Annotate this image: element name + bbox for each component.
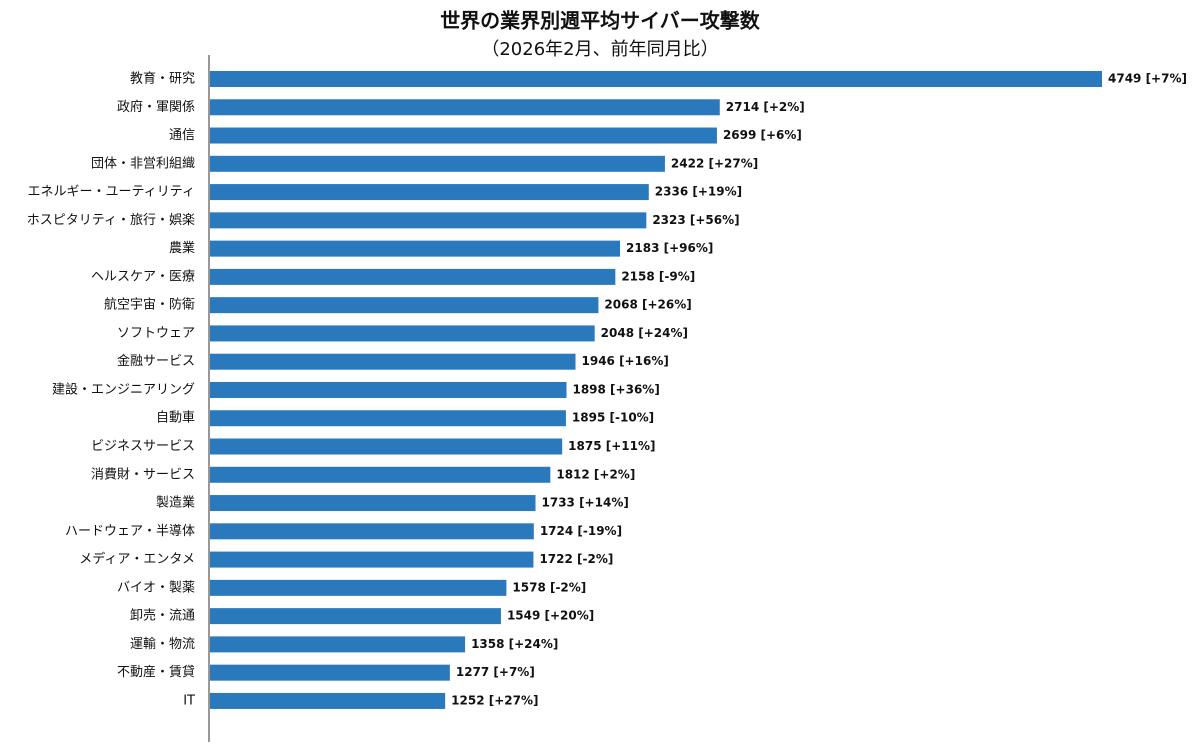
bar — [210, 297, 599, 314]
y-tick-label: 自動車 — [156, 411, 195, 426]
y-tick-label: ビジネスサービス — [91, 439, 195, 454]
value-label: 2336 [+19%] — [655, 185, 742, 199]
bar — [210, 240, 621, 257]
y-tick-label: ハードウェア・半導体 — [65, 524, 195, 539]
y-tick-label: 金融サービス — [117, 353, 195, 369]
value-label: 1252 [+27%] — [451, 693, 538, 707]
bar — [210, 184, 649, 201]
value-label: 2323 [+56%] — [652, 213, 739, 227]
y-tick-label: 航空宇宙・防衛 — [104, 297, 195, 313]
y-tick-label: 消費財・サービス — [91, 467, 195, 482]
value-label: 1895 [-10%] — [572, 411, 654, 425]
value-label: 1946 [+16%] — [582, 354, 669, 368]
y-tick-label: 建設・エンジニアリング — [52, 381, 195, 397]
value-label: 2048 [+24%] — [601, 326, 688, 340]
value-label: 2068 [+26%] — [604, 298, 691, 312]
y-tick-label: バイオ・製薬 — [117, 580, 195, 595]
bar — [210, 410, 566, 427]
bar — [210, 636, 466, 653]
bar — [210, 127, 717, 144]
value-label: 1733 [+14%] — [542, 496, 629, 510]
value-label: 2183 [+96%] — [626, 241, 713, 255]
bar — [210, 268, 616, 285]
value-label: 1722 [-2%] — [539, 552, 613, 566]
chart-subtitle: （2026年2月、前年同月比） — [481, 39, 718, 60]
y-tick-label: 農業 — [169, 240, 195, 256]
value-label: 1875 [+11%] — [568, 439, 655, 453]
bar — [210, 155, 665, 172]
bar — [210, 579, 507, 596]
value-label: 1898 [+36%] — [572, 382, 659, 396]
value-label: 1724 [-19%] — [540, 524, 622, 538]
value-label: 2422 [+27%] — [671, 156, 758, 170]
bar — [210, 523, 534, 540]
bar — [210, 664, 450, 681]
y-tick-label: 団体・非営利組織 — [91, 156, 195, 171]
y-tick-label: ソフトウェア — [117, 326, 195, 341]
y-tick-label: 運輸・物流 — [130, 637, 195, 652]
bar — [210, 99, 720, 116]
bar — [210, 381, 567, 398]
bar — [210, 466, 551, 483]
bar — [210, 353, 576, 370]
y-tick-label: ヘルスケア・医療 — [91, 269, 195, 284]
value-label: 1358 [+24%] — [471, 637, 558, 651]
y-tick-label: IT — [183, 693, 195, 708]
chart-title: 世界の業界別週平均サイバー攻撃数 — [440, 9, 761, 33]
value-label: 1812 [+2%] — [556, 467, 635, 481]
y-tick-label: エネルギー・ユーティリティ — [28, 185, 195, 200]
y-tick-label: 不動産・賃貸 — [117, 664, 195, 680]
value-label: 2699 [+6%] — [723, 128, 802, 142]
value-label: 4749 [+7%] — [1108, 72, 1187, 86]
value-label: 1549 [+20%] — [507, 609, 594, 623]
bar — [210, 551, 534, 568]
bar — [210, 495, 536, 512]
y-tick-label: 政府・軍関係 — [117, 100, 195, 115]
bar — [210, 325, 595, 342]
bar — [210, 212, 647, 229]
value-label: 1277 [+7%] — [456, 665, 535, 679]
value-label: 2158 [-9%] — [621, 269, 695, 283]
y-tick-label: 通信 — [169, 128, 195, 143]
bar — [210, 608, 501, 625]
bar — [210, 438, 563, 455]
value-label: 1578 [-2%] — [512, 580, 586, 594]
bar — [210, 692, 446, 709]
y-tick-label: 卸売・流通 — [130, 608, 195, 624]
value-label: 2714 [+2%] — [726, 100, 805, 114]
y-tick-label: 製造業 — [156, 495, 195, 511]
y-tick-label: 教育・研究 — [130, 71, 195, 87]
y-tick-label: メディア・エンタメ — [79, 551, 195, 567]
y-tick-label: ホスピタリティ・旅行・娯楽 — [27, 212, 195, 228]
bar — [210, 71, 1102, 87]
